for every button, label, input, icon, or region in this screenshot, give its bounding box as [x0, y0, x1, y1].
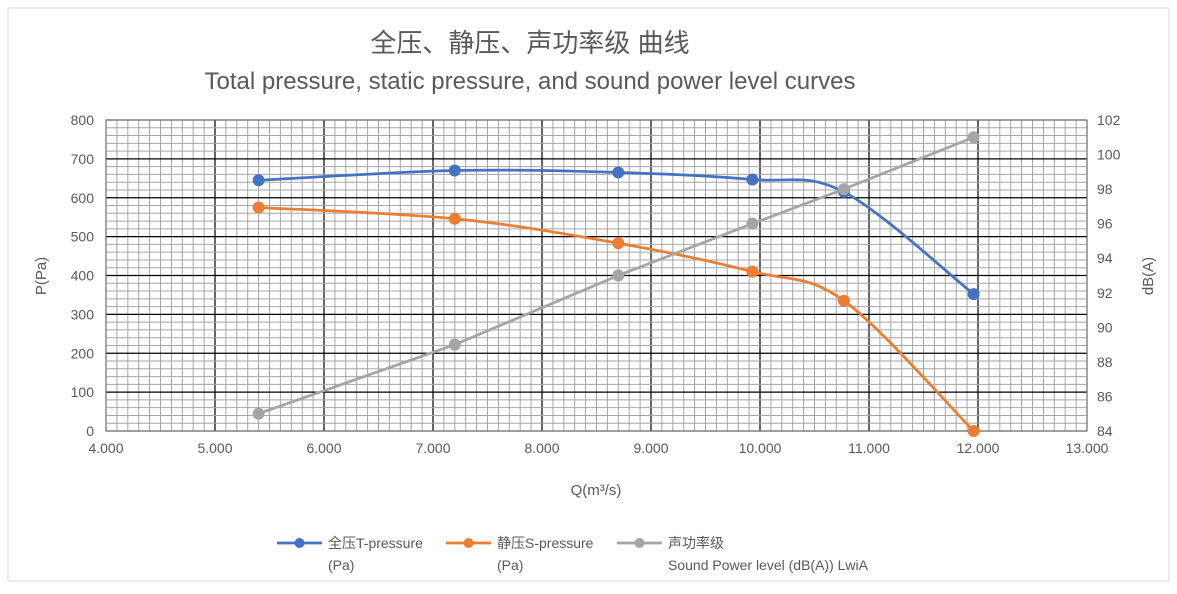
series-total-pressure: [252, 164, 980, 301]
legend-marker-static-pressure: [463, 538, 474, 548]
data-point-total-pressure: [612, 166, 625, 179]
legend-item-static-pressure: 静压S-pressure (Pa): [446, 535, 594, 573]
chart-title: 全压、静压、声功率级 曲线: [370, 28, 689, 58]
x-axis-title: Q(m³/s): [571, 482, 622, 499]
y-tick-label: 400: [71, 268, 95, 284]
y2-tick-label: 86: [1097, 388, 1113, 404]
series-sound-power-level: [252, 131, 980, 420]
y2-tick-label: 90: [1097, 319, 1113, 335]
x-tick-label: 12.000: [957, 440, 1000, 456]
data-point-sound-power-level: [448, 338, 461, 351]
data-point-static-pressure: [612, 237, 625, 250]
y2-tick-label: 102: [1097, 112, 1121, 128]
y2-axis-ticks: 84 86 88 90 92 94 96 98 100 102: [1097, 112, 1121, 439]
x-tick-label: 8.000: [524, 440, 559, 456]
data-point-sound-power-level: [837, 183, 850, 196]
y-tick-label: 700: [71, 151, 95, 167]
grid: [105, 119, 1088, 432]
legend-label-sound-power-level: 声功率级: [668, 535, 724, 551]
y2-tick-label: 94: [1097, 250, 1113, 266]
series-line-total-pressure: [257, 168, 976, 296]
y2-tick-label: 88: [1097, 354, 1113, 370]
x-tick-label: 11.000: [848, 440, 890, 456]
y-axis-title: P(Pa): [33, 257, 50, 295]
y-tick-label: 100: [71, 384, 95, 400]
legend-marker-total-pressure: [294, 538, 305, 548]
x-axis-ticks: 4.000 5.000 6.000 7.000 8.000 9.000 10.000 11.0…: [88, 440, 1108, 456]
data-point-static-pressure: [448, 212, 461, 225]
x-tick-label: 4.000: [88, 440, 123, 456]
data-point-total-pressure: [967, 288, 980, 301]
legend-label-static-pressure: 静压S-pressure: [497, 535, 594, 551]
y2-tick-label: 98: [1097, 181, 1113, 197]
legend-sublabel-sound-power-level: Sound Power level (dB(A)) LwiA: [668, 557, 869, 573]
legend-sublabel-static-pressure: (Pa): [497, 557, 523, 573]
y-tick-label: 200: [71, 345, 95, 361]
y2-tick-label: 96: [1097, 216, 1113, 232]
y2-axis-title: dB(A): [1140, 257, 1157, 295]
data-point-total-pressure: [252, 174, 265, 187]
y2-tick-label: 84: [1097, 423, 1113, 439]
y2-tick-label: 92: [1097, 285, 1113, 301]
legend-sublabel-total-pressure: (Pa): [328, 557, 354, 573]
data-point-sound-power-level: [612, 269, 625, 282]
legend-marker-sound-power-level: [634, 538, 645, 548]
chart-subtitle: Total pressure, static pressure, and sou…: [205, 68, 856, 95]
plot-area: [105, 119, 1088, 432]
data-point-sound-power-level: [746, 217, 759, 230]
series-layer: [252, 131, 980, 437]
data-point-static-pressure: [967, 425, 980, 437]
y-tick-label: 0: [86, 423, 94, 439]
data-point-total-pressure: [448, 164, 461, 177]
data-point-static-pressure: [837, 294, 850, 307]
legend-label-total-pressure: 全压T-pressure: [328, 535, 423, 551]
y-tick-label: 600: [71, 190, 95, 206]
series-line-sound-power-level: [257, 135, 976, 416]
legend-item-total-pressure: 全压T-pressure (Pa): [277, 535, 423, 573]
data-point-static-pressure: [252, 201, 265, 214]
x-tick-label: 6.000: [306, 440, 341, 456]
data-point-total-pressure: [746, 173, 759, 186]
x-tick-label: 5.000: [197, 440, 232, 456]
y2-tick-label: 100: [1097, 147, 1121, 163]
y-tick-label: 800: [71, 112, 95, 128]
y-axis-ticks: 0 100 200 300 400 500 600 700 800: [71, 112, 95, 439]
data-point-sound-power-level: [252, 407, 265, 420]
y-tick-label: 500: [71, 229, 95, 245]
data-point-static-pressure: [746, 265, 759, 278]
data-point-sound-power-level: [967, 131, 980, 144]
legend-item-sound-power-level: 声功率级 Sound Power level (dB(A)) LwiA: [617, 535, 869, 573]
x-tick-label: 7.000: [415, 440, 450, 456]
x-tick-label: 10.000: [739, 440, 782, 456]
y-tick-label: 300: [71, 306, 95, 322]
x-tick-label: 9.000: [633, 440, 668, 456]
x-tick-label: 13.000: [1066, 440, 1109, 456]
legend: 全压T-pressure (Pa) 静压S-pressure (Pa) 声功率级 Soun…: [277, 535, 869, 573]
